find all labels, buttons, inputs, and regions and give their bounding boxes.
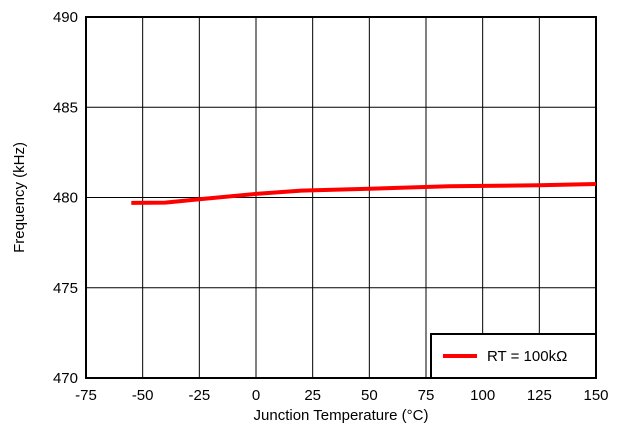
y-tick-labels: 470 475 480 485 490 <box>53 9 78 387</box>
x-tick-label: -75 <box>75 387 97 404</box>
grid-lines <box>86 17 596 378</box>
x-axis-label: Junction Temperature (°C) <box>254 407 429 424</box>
x-tick-label: -50 <box>132 387 154 404</box>
x-tick-label: 0 <box>252 387 260 404</box>
legend: RT = 100kΩ <box>430 333 597 379</box>
x-tick-label: 150 <box>583 387 608 404</box>
plot-frame <box>85 16 597 379</box>
y-tick-label: 480 <box>53 190 78 207</box>
y-tick-label: 485 <box>53 99 78 116</box>
x-tick-label: 75 <box>418 387 435 404</box>
y-axis-label: Frequency (kHz) <box>11 142 28 253</box>
x-tick-label: -25 <box>188 387 210 404</box>
series-line <box>131 182 597 205</box>
x-tick-label: 25 <box>304 387 321 404</box>
series-layer <box>131 182 597 205</box>
x-tick-label: 100 <box>470 387 495 404</box>
y-tick-label: 490 <box>53 9 78 26</box>
y-tick-label: 475 <box>53 280 78 297</box>
x-tick-labels: -75 -50 -25 0 25 50 75 100 125 150 <box>75 387 608 404</box>
x-tick-label: 125 <box>527 387 552 404</box>
legend-label: RT = 100kΩ <box>487 348 567 365</box>
y-tick-label: 470 <box>53 370 78 387</box>
x-tick-label: 50 <box>361 387 378 404</box>
